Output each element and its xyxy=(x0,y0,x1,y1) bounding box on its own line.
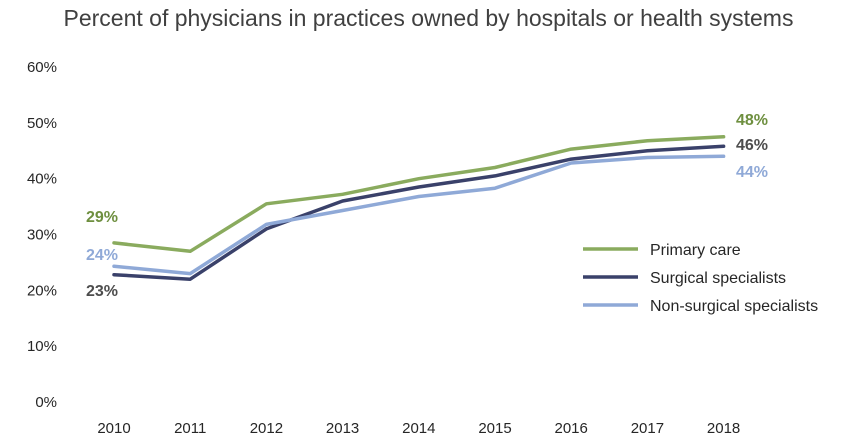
series-line-1 xyxy=(112,135,726,254)
legend-label: Primary care xyxy=(650,242,741,259)
x-tick-label: 2015 xyxy=(478,420,511,437)
legend-label: Surgical specialists xyxy=(650,270,786,287)
start-data-label: 29% xyxy=(86,209,118,226)
y-tick-label: 40% xyxy=(27,171,57,188)
y-tick-label: 30% xyxy=(27,227,57,244)
y-axis-ticks: 0% 10% 20% 30% 40% 50% 60% xyxy=(27,59,57,411)
start-data-label: 24% xyxy=(86,247,118,264)
y-tick-label: 20% xyxy=(27,282,57,299)
series-line-3 xyxy=(112,154,726,276)
legend: Primary care Surgical specialists Non-surg… xyxy=(583,242,818,315)
x-tick-label: 2010 xyxy=(97,420,130,437)
x-tick-label: 2016 xyxy=(555,420,588,437)
data-labels: 29% 48% 23% 46% 24% 44% xyxy=(86,112,768,300)
y-tick-label: 10% xyxy=(27,338,57,355)
end-data-label: 46% xyxy=(736,137,768,154)
series-lines xyxy=(112,135,726,281)
legend-label: Non-surgical specialists xyxy=(650,298,818,315)
y-tick-label: 0% xyxy=(35,394,57,411)
start-data-label: 23% xyxy=(86,283,118,300)
x-axis-ticks: 2010 2011 2012 2013 2014 2015 2016 2017 2018 xyxy=(97,420,740,437)
x-tick-label: 2018 xyxy=(707,420,740,437)
x-tick-label: 2013 xyxy=(326,420,359,437)
series-line-2 xyxy=(112,144,726,281)
x-tick-label: 2011 xyxy=(174,420,206,437)
x-tick-label: 2014 xyxy=(402,420,435,437)
x-tick-label: 2012 xyxy=(250,420,283,437)
end-data-label: 48% xyxy=(736,112,768,129)
end-data-label: 44% xyxy=(736,164,768,181)
chart-title: Percent of physicians in practices owned… xyxy=(63,5,794,31)
y-tick-label: 50% xyxy=(27,115,57,132)
x-tick-label: 2017 xyxy=(631,420,664,437)
y-tick-label: 60% xyxy=(27,59,57,76)
